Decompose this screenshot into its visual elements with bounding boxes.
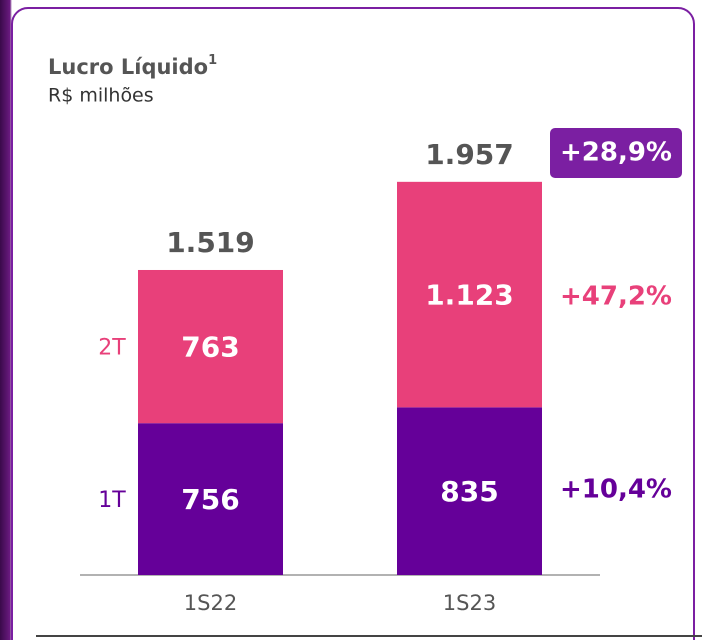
annotation: +28,9% xyxy=(560,138,672,168)
title-mark: 1 xyxy=(208,53,217,68)
segment-label: 1.123 xyxy=(425,279,514,312)
bar-segment xyxy=(397,181,542,408)
legend-label: 2T xyxy=(98,336,126,361)
bar-segment xyxy=(138,423,283,575)
annotation: +47,2% xyxy=(560,282,672,312)
x-tick-label: 1S22 xyxy=(184,591,237,615)
annotation-box xyxy=(550,128,682,178)
bar-segment xyxy=(138,269,283,424)
segment-label: 756 xyxy=(181,483,239,516)
total-label: 1.519 xyxy=(166,226,255,259)
segment-label: 835 xyxy=(440,475,498,508)
x-tick-label: 1S23 xyxy=(443,591,496,615)
chart-subtitle: R$ milhões xyxy=(48,85,154,107)
bar-segment xyxy=(397,407,542,575)
total-label: 1.957 xyxy=(425,138,514,171)
annotation: +10,4% xyxy=(560,475,672,505)
legend-label: 1T xyxy=(98,488,126,513)
chart-title: Lucro Líquido1 xyxy=(48,53,217,80)
title-text: Lucro Líquido xyxy=(48,55,208,79)
segment-label: 763 xyxy=(181,331,239,364)
